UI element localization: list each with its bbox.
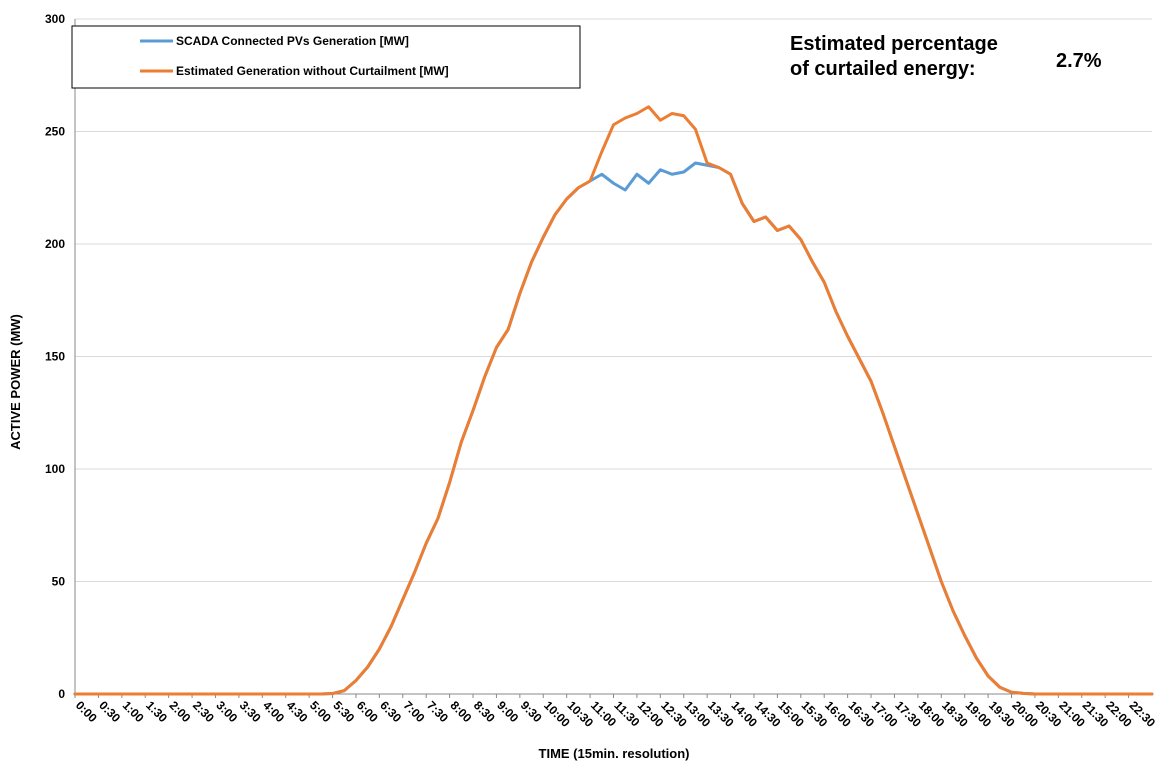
legend-box xyxy=(71,25,581,89)
y-tick-label-150: 150 xyxy=(45,350,65,364)
annotation-label-line-1: Estimated percentage xyxy=(790,33,998,55)
legend-label-estimated: Estimated Generation without Curtailment… xyxy=(176,64,449,78)
series-line-estimated xyxy=(73,105,1154,696)
curtailment-annotation: Estimated percentage of curtailed energy… xyxy=(790,33,1102,80)
gridlines xyxy=(75,18,1152,582)
y-tick-label-300: 300 xyxy=(45,12,65,26)
y-tick-label-50: 50 xyxy=(52,575,66,589)
y-tick-label-100: 100 xyxy=(45,462,65,476)
legend-label-scada: SCADA Connected PVs Generation [MW] xyxy=(176,34,409,48)
legend: SCADA Connected PVs Generation [MW] Esti… xyxy=(71,25,581,89)
annotation-value: 2.7% xyxy=(1056,50,1102,72)
y-axis-label: ACTIVE POWER (MW) xyxy=(8,314,23,450)
y-tick-label-250: 250 xyxy=(45,125,65,139)
series-lines xyxy=(73,105,1154,696)
x-axis-label: TIME (15min. resolution) xyxy=(539,746,690,761)
annotation-label-line-2: of curtailed energy: xyxy=(790,58,976,80)
y-tick-label-200: 200 xyxy=(45,237,65,251)
y-tick-labels: 0 50 100 150 200 250 300 xyxy=(45,12,65,701)
y-tick-label-0: 0 xyxy=(58,687,65,701)
